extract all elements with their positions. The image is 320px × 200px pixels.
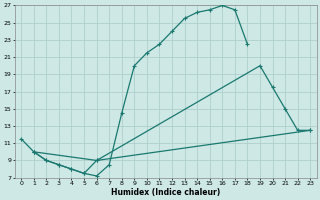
X-axis label: Humidex (Indice chaleur): Humidex (Indice chaleur) <box>111 188 220 197</box>
